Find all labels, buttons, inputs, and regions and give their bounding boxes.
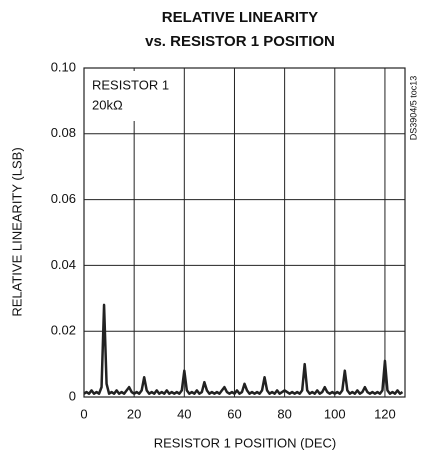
x-tick-label: 60 [227, 406, 241, 421]
x-axis-label: RESISTOR 1 POSITION (DEC) [154, 435, 337, 450]
y-axis-label: RELATIVE LINEARITY (LSB) [9, 147, 24, 316]
x-tick-label: 100 [324, 406, 346, 421]
figure-code: DS3904/5 toc13 [408, 76, 418, 141]
data-line [83, 303, 404, 395]
y-tick-label: 0.06 [51, 191, 76, 206]
plot-frame [83, 67, 406, 398]
y-tick-label: 0.04 [51, 257, 76, 272]
y-tick-label: 0.10 [51, 59, 76, 74]
x-tick-label: 40 [177, 406, 191, 421]
annotation-box [87, 71, 175, 121]
y-tick-label: 0.02 [51, 323, 76, 338]
x-tick-label: 20 [127, 406, 141, 421]
chart-title: RELATIVE LINEARITY [162, 9, 318, 26]
x-tick-label: 120 [374, 406, 396, 421]
y-tick-label: 0 [69, 388, 76, 403]
x-tick-label: 80 [277, 406, 291, 421]
annotation: RESISTOR 1 [92, 77, 169, 92]
chart-subtitle: vs. RESISTOR 1 POSITION [145, 33, 335, 50]
annotation: 20kΩ [92, 97, 123, 112]
x-tick-label: 0 [80, 406, 87, 421]
y-tick-label: 0.08 [51, 125, 76, 140]
